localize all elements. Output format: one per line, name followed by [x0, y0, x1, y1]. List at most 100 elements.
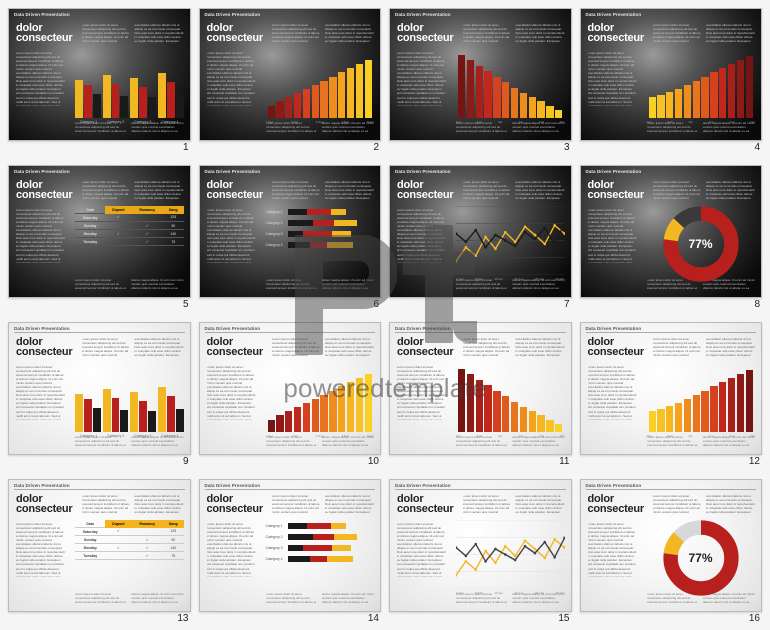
lorem-text: Lorem ipsum dolor sit amet consectetur a…: [463, 337, 565, 359]
lorem-text: Lorem ipsum dolor sit amet consectetur a…: [16, 522, 66, 577]
chart-desc_bars: [456, 49, 565, 118]
slide-cell[interactable]: Data Driven PresentationdolorconsecteurL…: [8, 322, 191, 469]
slide-number: 1: [8, 141, 191, 155]
chart-rising_bars: [266, 363, 375, 432]
slide-number: 14: [199, 612, 382, 626]
slide-thumbnail[interactable]: Data Driven Presentation dolorconsecteur L…: [8, 479, 191, 612]
lorem-text: Lorem ipsum dolor sit amet consectetur a…: [272, 23, 374, 45]
donut-chart: 77%: [661, 204, 741, 284]
slide-cell[interactable]: Data Driven PresentationdolorconsecteurL…: [580, 479, 763, 626]
slide-title: dolorconsecteur: [588, 337, 648, 358]
slide-thumbnail[interactable]: Data Driven Presentation dolorconsecteur L…: [199, 479, 382, 612]
lorem-text: Lorem ipsum dolor sit amet consectetur a…: [588, 365, 638, 420]
slide-number: 15: [389, 612, 572, 626]
slide-thumbnail[interactable]: Data Driven PresentationdolorconsecteurL…: [580, 165, 763, 298]
slide-cell[interactable]: Data Driven PresentationdolorconsecteurL…: [389, 165, 572, 312]
slide-thumbnail[interactable]: Data Driven PresentationdolorconsecteurL…: [389, 165, 572, 298]
x-axis-labels: 1 Dec5 Feb10 Apr15 Jun20 Aug25 Oct: [456, 591, 565, 595]
slide-thumbnail[interactable]: Data Driven PresentationdolorconsecteurL…: [8, 8, 191, 141]
slide-title: dolorconsecteur: [207, 494, 267, 515]
chart-lines: [456, 520, 565, 589]
slide-header: Data Driven Presentation: [205, 483, 376, 490]
slide-number: 5: [8, 298, 191, 312]
slide-cell[interactable]: Data Driven PresentationdolorconsecteurL…: [199, 8, 382, 155]
slide-header: Data Driven Presentation: [205, 169, 376, 174]
lorem-text: Lorem ipsum dolor sit amet consectetur a…: [16, 51, 66, 106]
slide-title: dolorconsecteur: [397, 23, 457, 44]
slide-title: dolorconsecteur: [16, 494, 76, 515]
slide-cell[interactable]: Data Driven PresentationdolorconsecteurL…: [8, 165, 191, 312]
title-line2: consecteur: [16, 347, 76, 357]
lorem-text: Lorem ipsum dolor sit amet consectetur a…: [588, 51, 638, 106]
title-line2: consecteur: [397, 347, 457, 357]
lorem-text: Lorem ipsum dolor sit amet consectetur a…: [653, 23, 755, 45]
slide-title: dolorconsecteur: [397, 494, 457, 515]
lorem-text: Lorem ipsum dolor sit amet consectetur a…: [272, 180, 374, 202]
thumbnail-grid: Data Driven PresentationdolorconsecteurL…: [0, 0, 770, 630]
slide-thumbnail[interactable]: Data Driven PresentationdolorconsecteurL…: [580, 322, 763, 455]
data-table: DataDupontRomancyDangSaturday✓125Sunday✓…: [75, 520, 184, 589]
slide-cell[interactable]: Data Driven Presentation dolorconsecteur L…: [389, 479, 572, 626]
title-line2: consecteur: [588, 33, 648, 43]
slide-title: dolorconsecteur: [16, 337, 76, 358]
slide-header: Data Driven Presentation: [395, 326, 566, 333]
chart-gradient_bar_single: [647, 49, 756, 118]
donut-value: 77%: [688, 551, 712, 565]
slide-cell[interactable]: Data Driven Presentation dolorconsecteur L…: [389, 322, 572, 469]
slide-thumbnail[interactable]: Data Driven PresentationdolorconsecteurL…: [8, 165, 191, 298]
lorem-text: Lorem ipsum dolor sit amet consectetur a…: [266, 122, 375, 136]
slide-title: dolorconsecteur: [588, 23, 648, 44]
slide-cell[interactable]: Data Driven Presentation dolorconsecteur L…: [8, 479, 191, 626]
slide-cell[interactable]: Data Driven PresentationdolorconsecteurL…: [580, 165, 763, 312]
slide-thumbnail[interactable]: Data Driven PresentationdolorconsecteurL…: [580, 8, 763, 141]
chart-rising_bars: [266, 49, 375, 118]
slide-thumbnail[interactable]: Data Driven PresentationdolorconsecteurL…: [199, 322, 382, 455]
slide-header: Data Driven Presentation: [205, 12, 376, 17]
slide-header: Data Driven Presentation: [586, 169, 757, 174]
slide-thumbnail[interactable]: Data Driven Presentation dolorconsecteur L…: [389, 479, 572, 612]
slide-header: Data Driven Presentation: [586, 483, 757, 490]
lorem-text: Lorem ipsum dolor sit amet consectetur a…: [463, 23, 565, 45]
slide-thumbnail[interactable]: Data Driven Presentation dolorconsecteur L…: [389, 8, 572, 141]
slide-title: dolorconsecteur: [397, 180, 457, 201]
slide-header: Data Driven Presentation: [14, 169, 185, 174]
slide-title: dolorconsecteur: [207, 337, 267, 358]
lorem-text: Lorem ipsum dolor sit amet consectetur a…: [463, 494, 565, 516]
chart-grouped_bar: [75, 363, 184, 432]
title-line2: consecteur: [588, 190, 648, 200]
slide-cell[interactable]: Data Driven Presentation dolorconsecteur L…: [199, 479, 382, 626]
slide-header: Data Driven Presentation: [14, 326, 185, 333]
slide-header: Data Driven Presentation: [395, 483, 566, 490]
slide-title: dolorconsecteur: [397, 337, 457, 358]
slide-title: dolorconsecteur: [207, 23, 267, 44]
lorem-text: Lorem ipsum dolor sit amet consectetur a…: [653, 494, 755, 516]
chart-stacked_h: Category 1Category 2Category 3Category 4: [266, 520, 375, 589]
slide-thumbnail[interactable]: Data Driven PresentationdolorconsecteurL…: [580, 479, 763, 612]
x-axis-labels: 1 Dec3 Apr5 Aug7 Dec9 Apr: [266, 120, 375, 124]
slide-header: Data Driven Presentation: [14, 483, 185, 490]
x-axis-labels: DecFebAprJunAugOct: [647, 434, 756, 438]
title-line2: consecteur: [16, 33, 76, 43]
slide-number: 9: [8, 455, 191, 469]
slide-header: Data Driven Presentation: [395, 12, 566, 17]
lorem-text: Lorem ipsum dolor sit amet consectetur a…: [456, 593, 565, 607]
slide-cell[interactable]: Data Driven PresentationdolorconsecteurL…: [199, 322, 382, 469]
lorem-text: Lorem ipsum dolor sit amet consectetur a…: [207, 208, 257, 263]
lorem-text: Lorem ipsum dolor sit amet consectetur a…: [456, 122, 565, 136]
lorem-text: Lorem ipsum dolor sit amet consectetur a…: [397, 51, 447, 106]
lorem-text: Lorem ipsum dolor sit amet consectetur a…: [272, 337, 374, 359]
chart-grouped_bar: [75, 49, 184, 118]
slide-cell[interactable]: Data Driven PresentationdolorconsecteurL…: [580, 8, 763, 155]
slide-thumbnail[interactable]: Data Driven PresentationdolorconsecteurL…: [199, 165, 382, 298]
slide-thumbnail[interactable]: Data Driven Presentation dolorconsecteur L…: [389, 322, 572, 455]
slide-thumbnail[interactable]: Data Driven PresentationdolorconsecteurL…: [199, 8, 382, 141]
slide-number: 6: [199, 298, 382, 312]
slide-thumbnail[interactable]: Data Driven PresentationdolorconsecteurL…: [8, 322, 191, 455]
lorem-text: Lorem ipsum dolor sit amet consectetur a…: [207, 522, 257, 577]
slide-cell[interactable]: Data Driven PresentationdolorconsecteurL…: [8, 8, 191, 155]
slide-cell[interactable]: Data Driven Presentation dolorconsecteur L…: [389, 8, 572, 155]
lorem-text: Lorem ipsum dolor sit amet consectetur a…: [456, 279, 565, 293]
slide-cell[interactable]: Data Driven PresentationdolorconsecteurL…: [199, 165, 382, 312]
slide-cell[interactable]: Data Driven PresentationdolorconsecteurL…: [580, 322, 763, 469]
slide-number: 12: [580, 455, 763, 469]
